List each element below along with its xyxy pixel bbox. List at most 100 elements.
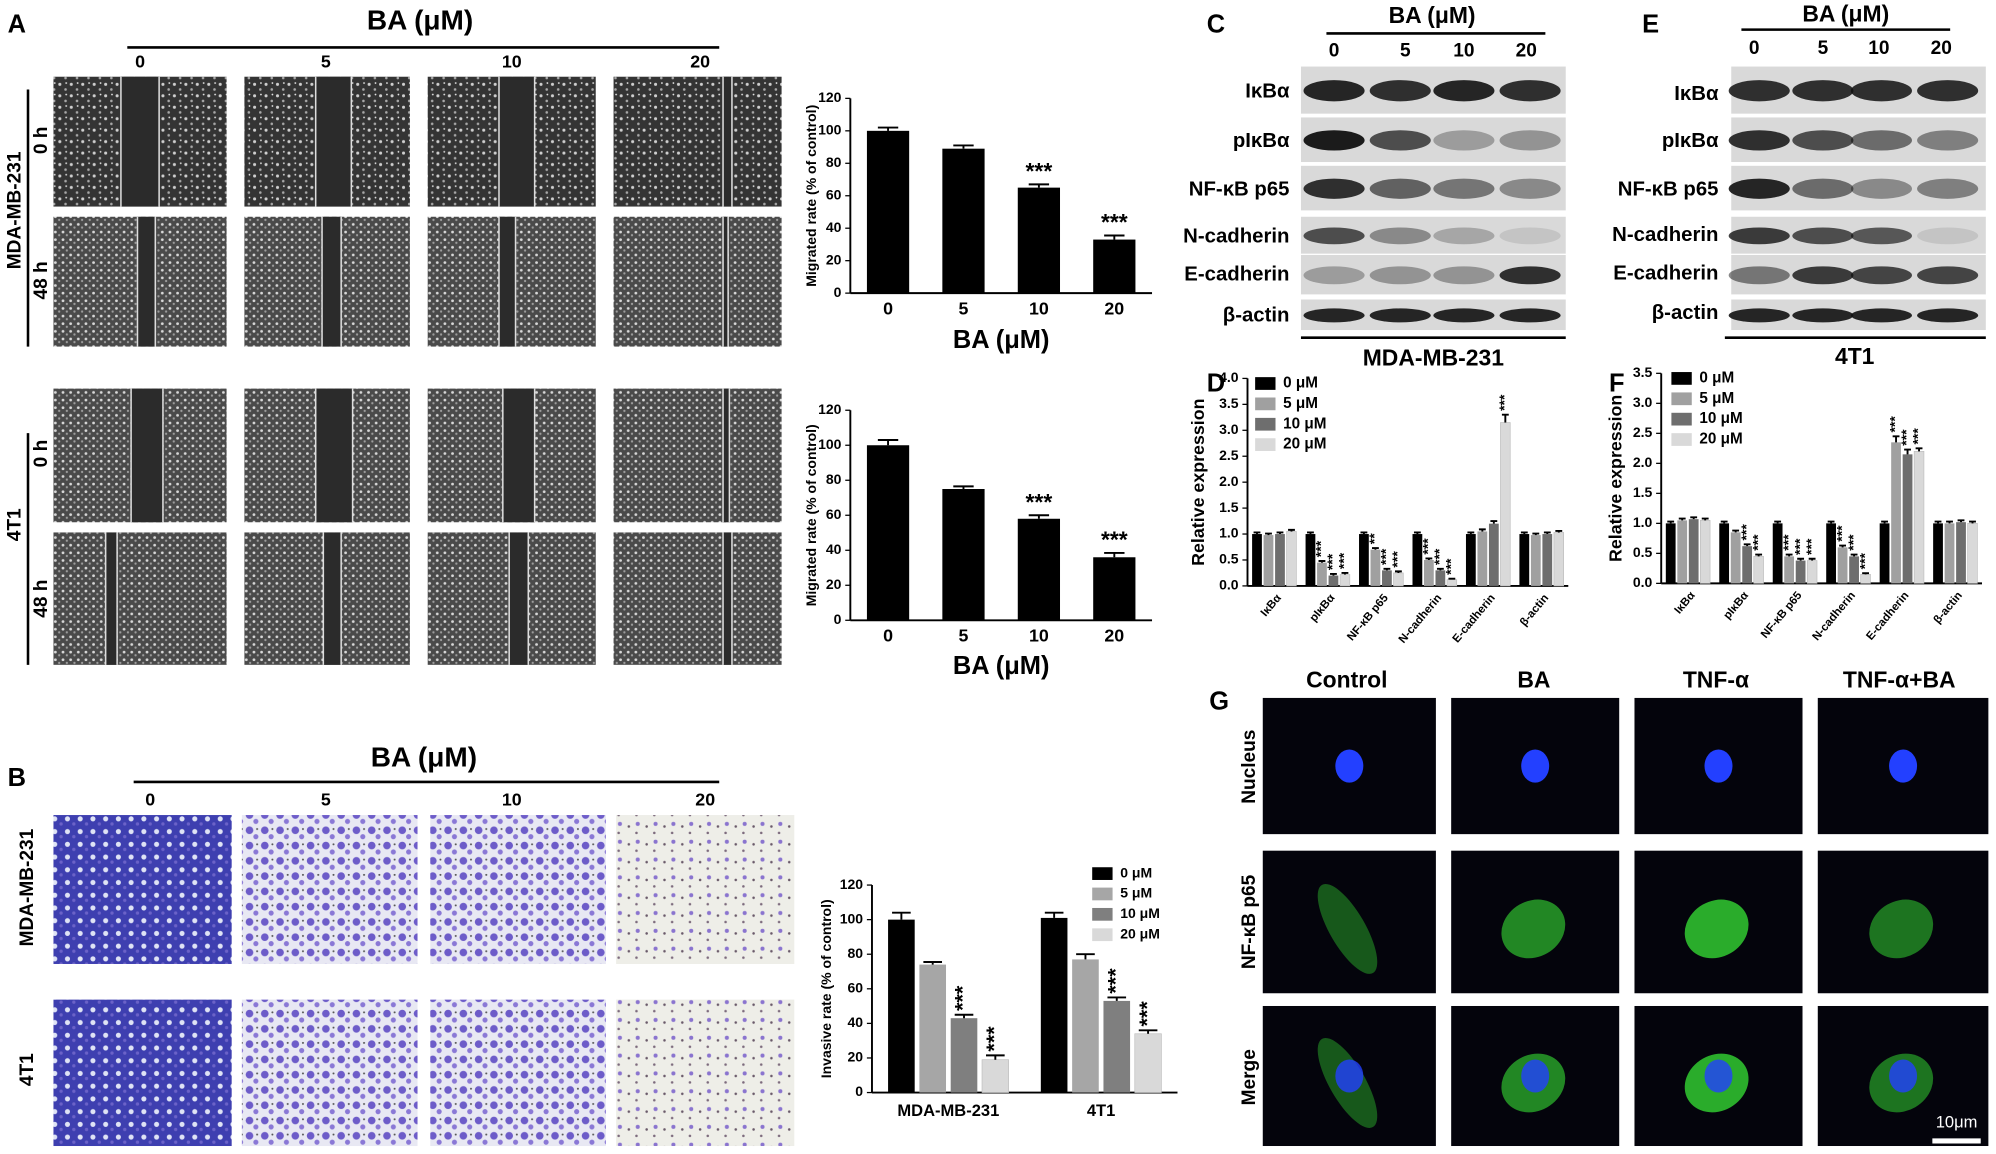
y-tick-label: 0 bbox=[855, 1083, 863, 1099]
significance-mark: *** bbox=[1026, 489, 1053, 515]
significance-mark: *** bbox=[1738, 524, 1754, 541]
panel-letter: F bbox=[1609, 370, 1625, 398]
y-tick-label: 1.0 bbox=[1219, 525, 1239, 541]
scratch-gap bbox=[509, 532, 529, 665]
y-tick-label: 2.0 bbox=[1633, 454, 1653, 470]
error-bar bbox=[1532, 532, 1540, 536]
significance-mark: *** bbox=[1389, 551, 1405, 568]
column-label: BA bbox=[1517, 666, 1550, 692]
y-tick-label: 1.0 bbox=[1633, 514, 1653, 530]
bar bbox=[1103, 1000, 1131, 1093]
fluorescence-image bbox=[1262, 850, 1436, 994]
blot-band bbox=[1499, 227, 1561, 245]
blot-band bbox=[1728, 178, 1790, 199]
dose-label: 5 bbox=[1818, 38, 1829, 59]
bar bbox=[1500, 422, 1511, 587]
x-tick-label: 10 bbox=[1029, 298, 1049, 318]
blot-band bbox=[1369, 80, 1431, 102]
legend-swatch bbox=[1255, 397, 1276, 411]
error-bar bbox=[1785, 553, 1793, 557]
blot-label: E-cadherin bbox=[1184, 264, 1289, 286]
bar bbox=[1956, 522, 1966, 584]
x-tick-label: 20 bbox=[1104, 298, 1124, 318]
legend-swatch bbox=[1092, 907, 1113, 921]
cytoplasm-signal bbox=[1317, 883, 1378, 974]
y-tick-label: 60 bbox=[826, 506, 842, 522]
x-tick-label: β-actin bbox=[1932, 590, 1965, 626]
blot-band bbox=[1433, 80, 1495, 102]
scratch-gap bbox=[499, 76, 535, 207]
overlay-layer: 10μm bbox=[1932, 1112, 1981, 1144]
blot-label: NF-κB p65 bbox=[1189, 178, 1290, 200]
y-tick-label: 120 bbox=[818, 401, 842, 417]
error-bar bbox=[1360, 531, 1368, 535]
dose-label: 20 bbox=[1516, 40, 1537, 61]
blot-band bbox=[1433, 178, 1495, 199]
panel-letter: A bbox=[8, 11, 26, 39]
legend-swatch bbox=[1092, 928, 1113, 942]
bar bbox=[942, 148, 985, 294]
error-bar bbox=[1555, 529, 1563, 533]
blot-band bbox=[1369, 266, 1431, 285]
panel-letter: B bbox=[8, 764, 26, 792]
scratch-gap bbox=[105, 532, 118, 665]
bar bbox=[981, 1059, 1009, 1093]
bar bbox=[1688, 519, 1699, 584]
y-tick-label: 2.5 bbox=[1219, 447, 1239, 463]
significance-mark: *** bbox=[1803, 538, 1819, 555]
dose-label: 10 bbox=[1453, 40, 1474, 61]
blot-band bbox=[1499, 178, 1561, 199]
scratch-gap bbox=[315, 388, 353, 523]
blot-label: β-actin bbox=[1223, 304, 1290, 326]
scratch-gap bbox=[723, 216, 729, 347]
x-tick-label: 0 bbox=[883, 626, 893, 646]
error-bar bbox=[1934, 520, 1942, 524]
dose-label: 10 bbox=[502, 790, 522, 810]
bar bbox=[1339, 574, 1351, 587]
image-layer bbox=[53, 66, 1989, 1147]
legend-swatch bbox=[1671, 372, 1692, 385]
significance-mark: *** bbox=[1845, 534, 1861, 551]
y-tick-label: 4.0 bbox=[1219, 369, 1239, 385]
error-bar bbox=[1425, 557, 1433, 560]
bar bbox=[1699, 520, 1711, 584]
blot-band bbox=[1303, 308, 1365, 323]
dose-label: 10 bbox=[1868, 38, 1889, 59]
dose-header: BA (μM) bbox=[367, 4, 473, 35]
column-label: Control bbox=[1306, 666, 1387, 692]
cell-line-label: MDA-MB-231 bbox=[1363, 344, 1505, 370]
error-bar bbox=[1253, 531, 1261, 535]
bar bbox=[1072, 959, 1099, 1093]
dose-label: 5 bbox=[321, 51, 331, 71]
bar bbox=[1382, 570, 1392, 586]
significance-mark: *** bbox=[1101, 209, 1128, 235]
legend-swatch bbox=[1255, 377, 1276, 390]
significance-mark: *** bbox=[1420, 538, 1436, 555]
row-label: Nucleus bbox=[1239, 730, 1260, 804]
blot-band bbox=[1303, 227, 1365, 245]
y-tick-label: 20 bbox=[826, 576, 842, 592]
error-bar bbox=[954, 1013, 974, 1019]
y-tick-label: 40 bbox=[847, 1014, 863, 1030]
row-label: 4T1 bbox=[4, 508, 25, 541]
blot-band bbox=[1917, 266, 1979, 285]
blot-label: β-actin bbox=[1652, 302, 1719, 324]
bar bbox=[1093, 239, 1136, 294]
blot-band bbox=[1303, 178, 1365, 199]
significance-mark: *** bbox=[1026, 158, 1053, 184]
x-tick-label: MDA-MB-231 bbox=[897, 1101, 999, 1120]
legend-swatch bbox=[1092, 887, 1113, 901]
legend-swatch bbox=[1092, 867, 1113, 880]
bar bbox=[1933, 523, 1943, 584]
bar bbox=[1891, 442, 1901, 584]
bar bbox=[1879, 523, 1890, 584]
nucleus-signal bbox=[1521, 749, 1550, 783]
bar bbox=[1530, 535, 1541, 586]
legend-label: 10 μM bbox=[1699, 410, 1742, 427]
y-axis-label: Relative expression bbox=[1188, 399, 1208, 566]
y-tick-label: 100 bbox=[818, 122, 842, 138]
significance-mark: *** bbox=[981, 1026, 1006, 1052]
blot-band bbox=[1433, 308, 1495, 323]
legend-label: 5 μM bbox=[1699, 390, 1734, 407]
error-bar bbox=[953, 144, 974, 149]
